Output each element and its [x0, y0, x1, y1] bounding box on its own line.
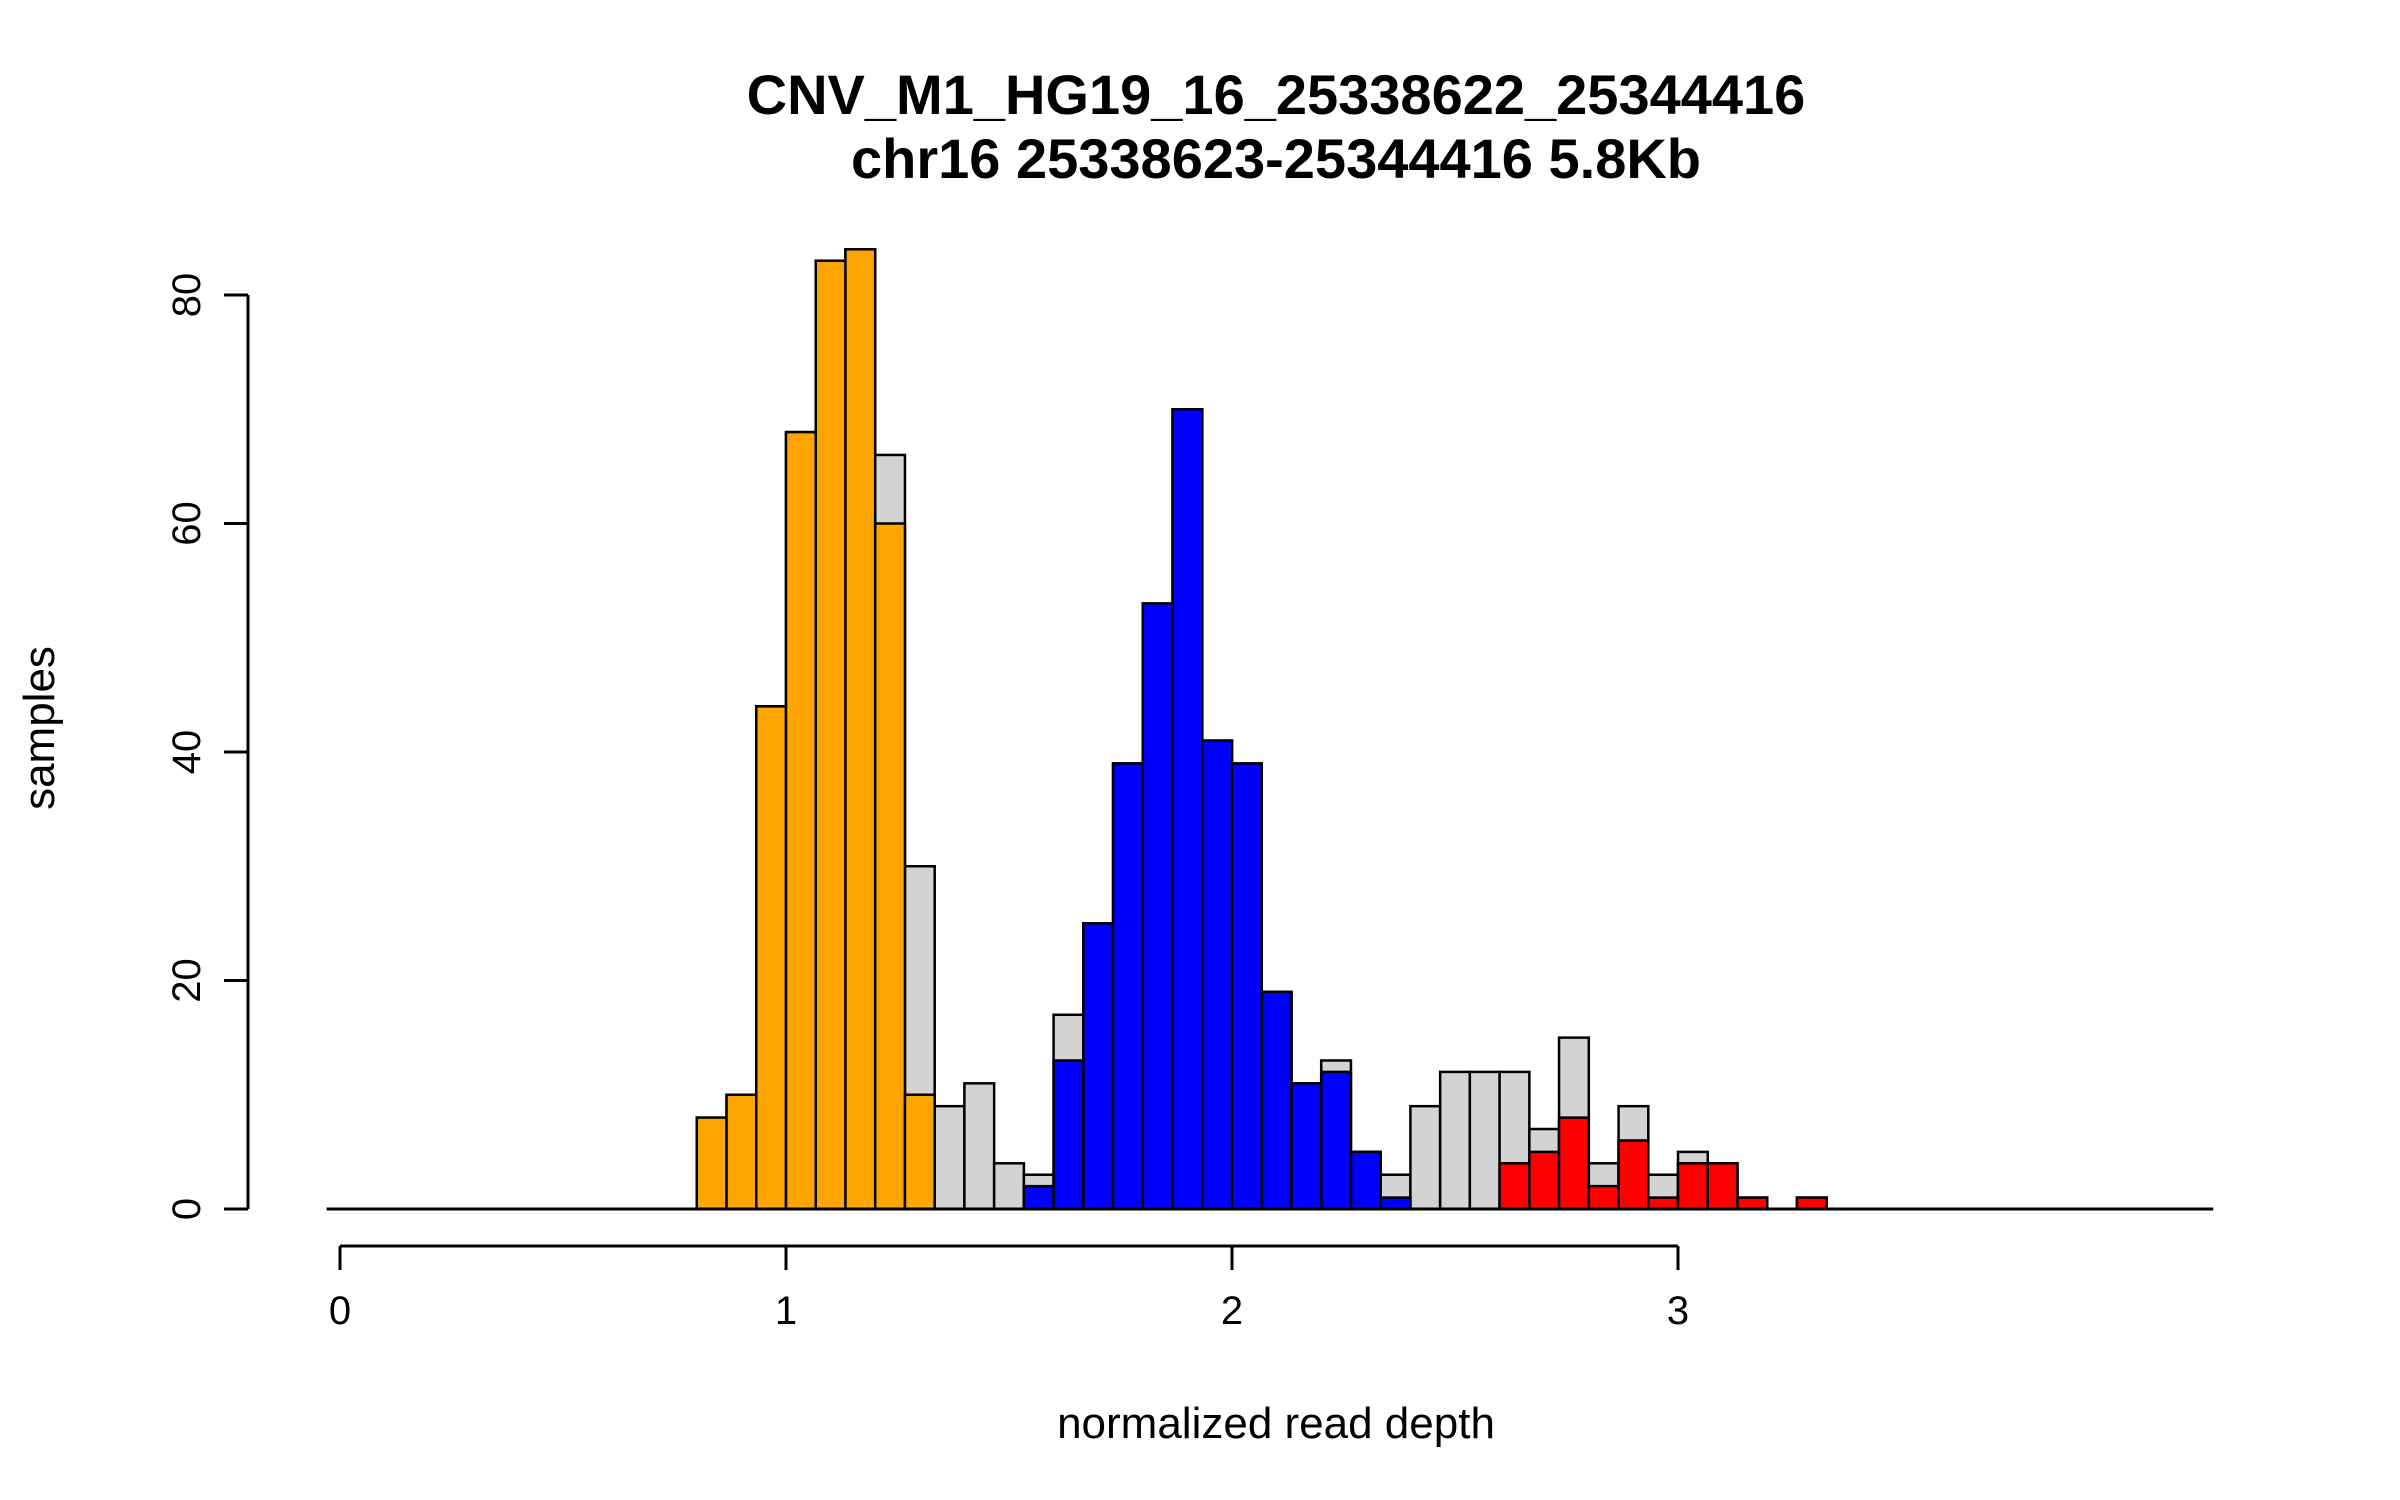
bar-copy_1-3	[784, 430, 817, 1211]
bar-copy_3-33	[1676, 1162, 1709, 1211]
bar-all-9	[963, 1082, 996, 1211]
bar-copy_2-17	[1201, 739, 1234, 1211]
x-tick-label-1: 1	[775, 1289, 797, 1333]
y-tick-label-60: 60	[165, 501, 209, 546]
bar-all-26	[1468, 1070, 1501, 1211]
bar-copy_2-18	[1230, 762, 1263, 1211]
bar-copy_3-27	[1498, 1162, 1531, 1211]
bar-copy_2-11	[1022, 1184, 1055, 1211]
x-tick-label-2: 2	[1221, 1289, 1243, 1333]
bar-copy_1-5	[844, 248, 877, 1211]
y-tick-label-40: 40	[165, 730, 209, 775]
bar-copy_3-31	[1617, 1139, 1650, 1211]
y-tick-label-80: 80	[165, 273, 209, 318]
x-tick-label-3: 3	[1667, 1289, 1689, 1333]
x-axis: 0 1 2 3	[329, 1244, 1689, 1333]
bar-copy_2-20	[1290, 1082, 1323, 1211]
bar-copy_3-28	[1528, 1150, 1561, 1211]
bar-copy_1-2	[755, 705, 788, 1211]
bar-all-10	[992, 1162, 1026, 1211]
y-axis: 0 20 40 60 80	[165, 273, 250, 1220]
bar-copy_2-16	[1171, 408, 1204, 1211]
x-axis-label: normalized read depth	[1057, 1399, 1495, 1448]
bar-copy_3-35	[1736, 1196, 1769, 1211]
bar-copy_2-19	[1260, 990, 1293, 1211]
bar-copy_2-14	[1111, 762, 1145, 1211]
bar-copy_1-1	[725, 1093, 758, 1211]
bar-copy_2-12	[1052, 1059, 1085, 1211]
bar-copy_3-32	[1647, 1196, 1680, 1211]
bar-copy_1-7	[903, 1093, 936, 1211]
y-tick-label-0: 0	[165, 1198, 209, 1220]
y-axis-label: samples	[15, 646, 64, 810]
bar-copy_3-34	[1706, 1162, 1739, 1211]
y-tick-label-20: 20	[165, 958, 209, 1003]
bar-copy_1-0	[695, 1116, 728, 1211]
bar-copy_1-4	[814, 259, 847, 1211]
chart-title: CNV_M1_HG19_16_25338622_25344416	[747, 63, 1806, 126]
bar-all-8	[933, 1104, 966, 1211]
bars-layer	[326, 248, 2214, 1211]
bar-copy_2-13	[1082, 922, 1115, 1211]
bar-all-25	[1438, 1070, 1472, 1211]
bar-copy_3-29	[1557, 1116, 1591, 1211]
chart-subtitle: chr16 25338623-25344416 5.8Kb	[851, 127, 1701, 190]
bar-all-24	[1409, 1104, 1442, 1211]
bar-copy_3-37	[1795, 1196, 1828, 1211]
bar-copy_1-6	[873, 522, 907, 1211]
bar-copy_2-23	[1379, 1196, 1412, 1211]
x-tick-label-0: 0	[329, 1289, 351, 1333]
bar-copy_2-15	[1141, 602, 1174, 1211]
bar-copy_3-30	[1587, 1184, 1620, 1211]
bar-copy_2-22	[1349, 1150, 1382, 1211]
bar-copy_2-21	[1319, 1070, 1353, 1211]
